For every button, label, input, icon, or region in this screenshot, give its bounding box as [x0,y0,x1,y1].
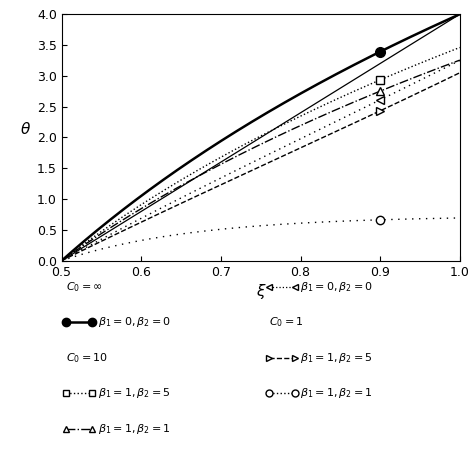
Text: $\beta_1 = 0, \beta_2 = 0$: $\beta_1 = 0, \beta_2 = 0$ [301,280,374,294]
Text: $\beta_1 = 1, \beta_2 = 5$: $\beta_1 = 1, \beta_2 = 5$ [98,386,171,401]
Text: $\beta_1 = 1, \beta_2 = 5$: $\beta_1 = 1, \beta_2 = 5$ [301,351,373,365]
Text: $C_0 = 1$: $C_0 = 1$ [269,315,303,329]
Text: $\beta_1 = 0, \beta_2 = 0$: $\beta_1 = 0, \beta_2 = 0$ [98,315,171,329]
Text: $\beta_1 = 1, \beta_2 = 1$: $\beta_1 = 1, \beta_2 = 1$ [98,422,171,436]
X-axis label: ξ: ξ [256,284,265,299]
Text: $\beta_1 = 1, \beta_2 = 1$: $\beta_1 = 1, \beta_2 = 1$ [301,386,373,401]
Text: $C_0 = 10$: $C_0 = 10$ [66,351,109,365]
Text: $C_0 = \infty$: $C_0 = \infty$ [66,280,103,294]
Y-axis label: θ: θ [21,122,30,137]
